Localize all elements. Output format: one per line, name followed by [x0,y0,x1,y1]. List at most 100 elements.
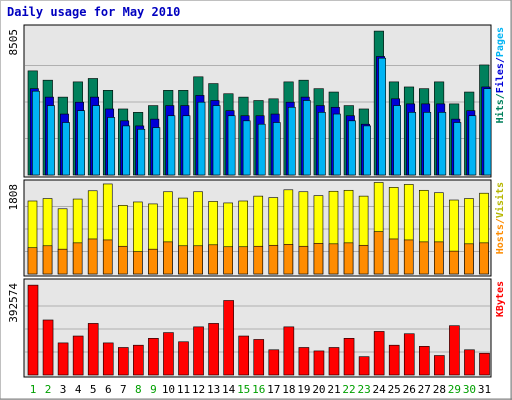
bar-kbytes-day-29 [449,325,460,376]
bar-hosts-day-27 [418,241,429,275]
bar-hosts-day-5 [87,238,98,275]
bar-pages-day-13 [212,105,221,176]
bar-kbytes-day-18 [283,326,295,376]
bar-hosts-day-31 [479,242,489,275]
day-label-8: 8 [135,383,142,396]
bar-hosts-day-11 [178,245,188,275]
bar-hosts-day-4 [72,242,83,275]
day-label-13: 13 [207,383,220,396]
day-label-7: 7 [120,383,127,396]
bar-pages-day-11 [182,115,191,176]
bar-kbytes-day-30 [464,349,475,376]
day-label-23: 23 [357,383,370,396]
bar-kbytes-day-20 [313,350,325,376]
bar-pages-day-7 [122,125,131,176]
bar-hosts-day-13 [208,244,218,275]
day-label-29: 29 [448,383,461,396]
bar-kbytes-day-1 [27,284,39,376]
bar-kbytes-day-22 [343,338,355,376]
day-label-11: 11 [177,383,190,396]
bar-hosts-day-7 [118,245,128,275]
bar-pages-day-28 [438,112,447,176]
bar-pages-day-19 [302,100,311,176]
bar-hosts-day-23 [358,244,369,275]
panel-2-ytick: 1808 [7,184,20,211]
bar-hosts-day-8 [133,251,143,275]
bar-pages-day-17 [272,122,281,176]
day-label-1: 1 [30,383,37,396]
bar-pages-day-12 [197,101,206,176]
bar-pages-day-10 [167,115,176,176]
bar-kbytes-day-24 [373,331,385,376]
bar-kbytes-day-21 [328,347,340,376]
bar-pages-day-8 [137,128,146,176]
bar-pages-day-5 [92,105,100,176]
day-label-20: 20 [312,383,325,396]
panel-2-series-label: Hosts/Visits [494,182,506,254]
bar-hosts-day-21 [328,243,339,275]
day-label-6: 6 [105,383,112,396]
bar-hosts-day-6 [102,239,113,275]
bar-hosts-day-22 [343,242,354,275]
day-label-16: 16 [252,383,265,396]
bar-pages-day-25 [393,105,402,176]
bar-pages-day-20 [318,112,326,176]
day-label-22: 22 [342,383,355,396]
day-label-31: 31 [478,383,491,396]
day-label-12: 12 [192,383,205,396]
day-label-27: 27 [418,383,431,396]
day-label-10: 10 [162,383,175,396]
day-label-19: 19 [297,383,310,396]
bar-kbytes-day-13 [208,323,219,376]
day-label-30: 30 [463,383,476,396]
bar-kbytes-day-8 [133,344,144,376]
bar-hosts-day-26 [403,239,414,275]
day-label-17: 17 [267,383,280,396]
day-label-9: 9 [150,383,157,396]
bar-kbytes-day-11 [178,341,189,376]
bar-hosts-day-15 [238,246,248,275]
bar-kbytes-day-4 [72,335,84,376]
bar-hosts-day-10 [163,241,173,275]
bar-kbytes-day-12 [193,326,204,376]
bar-hosts-day-2 [42,245,53,275]
day-label-28: 28 [433,383,446,396]
bar-hosts-day-20 [313,243,324,275]
bar-hosts-day-1 [27,247,38,275]
bar-pages-day-9 [152,127,161,176]
bar-pages-day-4 [77,110,85,176]
panel-1-ytick: 8505 [7,29,20,56]
bar-kbytes-day-16 [253,339,265,376]
bar-hosts-day-18 [283,244,294,275]
bar-hosts-day-17 [268,244,279,275]
bar-hosts-day-16 [253,245,264,275]
bar-hosts-day-25 [388,238,399,275]
day-label-14: 14 [222,383,236,396]
bar-kbytes-day-14 [223,300,234,376]
bar-hosts-day-9 [148,248,158,275]
bar-pages-day-1 [32,90,40,176]
bar-pages-day-30 [468,115,477,176]
bar-pages-day-18 [287,106,296,176]
day-label-18: 18 [282,383,295,396]
bar-kbytes-day-5 [87,323,99,376]
bar-kbytes-day-7 [118,347,129,376]
day-label-15: 15 [237,383,250,396]
bar-kbytes-day-31 [479,352,490,376]
bar-hosts-day-12 [193,245,203,275]
day-label-4: 4 [75,383,82,396]
day-label-25: 25 [388,383,401,396]
bar-pages-day-23 [363,125,371,176]
bar-kbytes-day-3 [57,342,69,376]
bar-kbytes-day-15 [238,335,249,376]
bar-pages-day-15 [242,120,251,176]
bar-hosts-day-24 [373,231,384,275]
bar-hosts-day-3 [57,248,68,275]
bar-pages-day-3 [62,122,70,176]
bar-kbytes-day-19 [298,347,310,376]
day-label-5: 5 [90,383,97,396]
bar-pages-day-29 [453,122,462,176]
bar-pages-day-6 [107,117,116,176]
bar-pages-day-26 [408,112,417,176]
bar-pages-day-16 [257,123,266,176]
